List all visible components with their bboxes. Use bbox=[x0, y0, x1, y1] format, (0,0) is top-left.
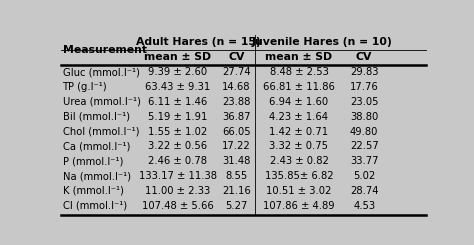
Text: CV: CV bbox=[228, 52, 245, 62]
Text: Juvenile Hares (n = 10): Juvenile Hares (n = 10) bbox=[252, 37, 392, 48]
Text: 6.11 ± 1.46: 6.11 ± 1.46 bbox=[148, 97, 207, 107]
Text: 4.23 ± 1.64: 4.23 ± 1.64 bbox=[269, 112, 328, 122]
Text: 21.16: 21.16 bbox=[222, 186, 251, 196]
Text: 49.80: 49.80 bbox=[350, 127, 378, 136]
Text: Measurement: Measurement bbox=[63, 45, 147, 55]
Text: K (mmol.l⁻¹): K (mmol.l⁻¹) bbox=[63, 186, 123, 196]
Text: 36.87: 36.87 bbox=[222, 112, 251, 122]
Text: 31.48: 31.48 bbox=[222, 156, 251, 166]
Text: 2.46 ± 0.78: 2.46 ± 0.78 bbox=[148, 156, 207, 166]
Text: 135.85± 6.82: 135.85± 6.82 bbox=[264, 171, 333, 181]
Text: 8.48 ± 2.53: 8.48 ± 2.53 bbox=[270, 67, 328, 77]
Text: 22.57: 22.57 bbox=[350, 141, 379, 151]
Text: 33.77: 33.77 bbox=[350, 156, 378, 166]
Text: Urea (mmol.l⁻¹): Urea (mmol.l⁻¹) bbox=[63, 97, 140, 107]
Text: Bil (mmol.l⁻¹): Bil (mmol.l⁻¹) bbox=[63, 112, 129, 122]
Text: 29.83: 29.83 bbox=[350, 67, 378, 77]
Text: 66.05: 66.05 bbox=[222, 127, 251, 136]
Text: 1.55 ± 1.02: 1.55 ± 1.02 bbox=[148, 127, 207, 136]
Text: 38.80: 38.80 bbox=[350, 112, 378, 122]
Text: 3.22 ± 0.56: 3.22 ± 0.56 bbox=[148, 141, 207, 151]
Text: 10.51 ± 3.02: 10.51 ± 3.02 bbox=[266, 186, 332, 196]
Text: 5.02: 5.02 bbox=[353, 171, 375, 181]
Text: Adult Hares (n = 15): Adult Hares (n = 15) bbox=[136, 37, 260, 48]
Text: 9.39 ± 2.60: 9.39 ± 2.60 bbox=[148, 67, 207, 77]
Text: 11.00 ± 2.33: 11.00 ± 2.33 bbox=[145, 186, 210, 196]
Text: 17.76: 17.76 bbox=[350, 82, 379, 92]
Text: 5.19 ± 1.91: 5.19 ± 1.91 bbox=[148, 112, 208, 122]
Text: 8.55: 8.55 bbox=[225, 171, 247, 181]
Text: mean ± SD: mean ± SD bbox=[265, 52, 332, 62]
Text: 23.88: 23.88 bbox=[222, 97, 251, 107]
Text: 5.27: 5.27 bbox=[225, 201, 248, 211]
Text: 2.43 ± 0.82: 2.43 ± 0.82 bbox=[270, 156, 328, 166]
Text: CV: CV bbox=[356, 52, 373, 62]
Text: 23.05: 23.05 bbox=[350, 97, 378, 107]
Text: 66.81 ± 11.86: 66.81 ± 11.86 bbox=[263, 82, 335, 92]
Text: Na (mmol.l⁻¹): Na (mmol.l⁻¹) bbox=[63, 171, 130, 181]
Text: 1.42 ± 0.71: 1.42 ± 0.71 bbox=[269, 127, 328, 136]
Text: Chol (mmol.l⁻¹): Chol (mmol.l⁻¹) bbox=[63, 127, 139, 136]
Text: 107.86 ± 4.89: 107.86 ± 4.89 bbox=[263, 201, 335, 211]
Text: 14.68: 14.68 bbox=[222, 82, 251, 92]
Text: 63.43 ± 9.31: 63.43 ± 9.31 bbox=[145, 82, 210, 92]
Text: 27.74: 27.74 bbox=[222, 67, 251, 77]
Text: 107.48 ± 5.66: 107.48 ± 5.66 bbox=[142, 201, 214, 211]
Text: Cl (mmol.l⁻¹): Cl (mmol.l⁻¹) bbox=[63, 201, 127, 211]
Text: 17.22: 17.22 bbox=[222, 141, 251, 151]
Text: P (mmol.l⁻¹): P (mmol.l⁻¹) bbox=[63, 156, 123, 166]
Text: 133.17 ± 11.38: 133.17 ± 11.38 bbox=[139, 171, 217, 181]
Text: 28.74: 28.74 bbox=[350, 186, 378, 196]
Text: 3.32 ± 0.75: 3.32 ± 0.75 bbox=[269, 141, 328, 151]
Text: mean ± SD: mean ± SD bbox=[144, 52, 211, 62]
Text: TP (g.l⁻¹): TP (g.l⁻¹) bbox=[63, 82, 107, 92]
Text: Ca (mmol.l⁻¹): Ca (mmol.l⁻¹) bbox=[63, 141, 130, 151]
Text: Gluc (mmol.l⁻¹): Gluc (mmol.l⁻¹) bbox=[63, 67, 139, 77]
Text: 6.94 ± 1.60: 6.94 ± 1.60 bbox=[269, 97, 328, 107]
Text: 4.53: 4.53 bbox=[353, 201, 375, 211]
